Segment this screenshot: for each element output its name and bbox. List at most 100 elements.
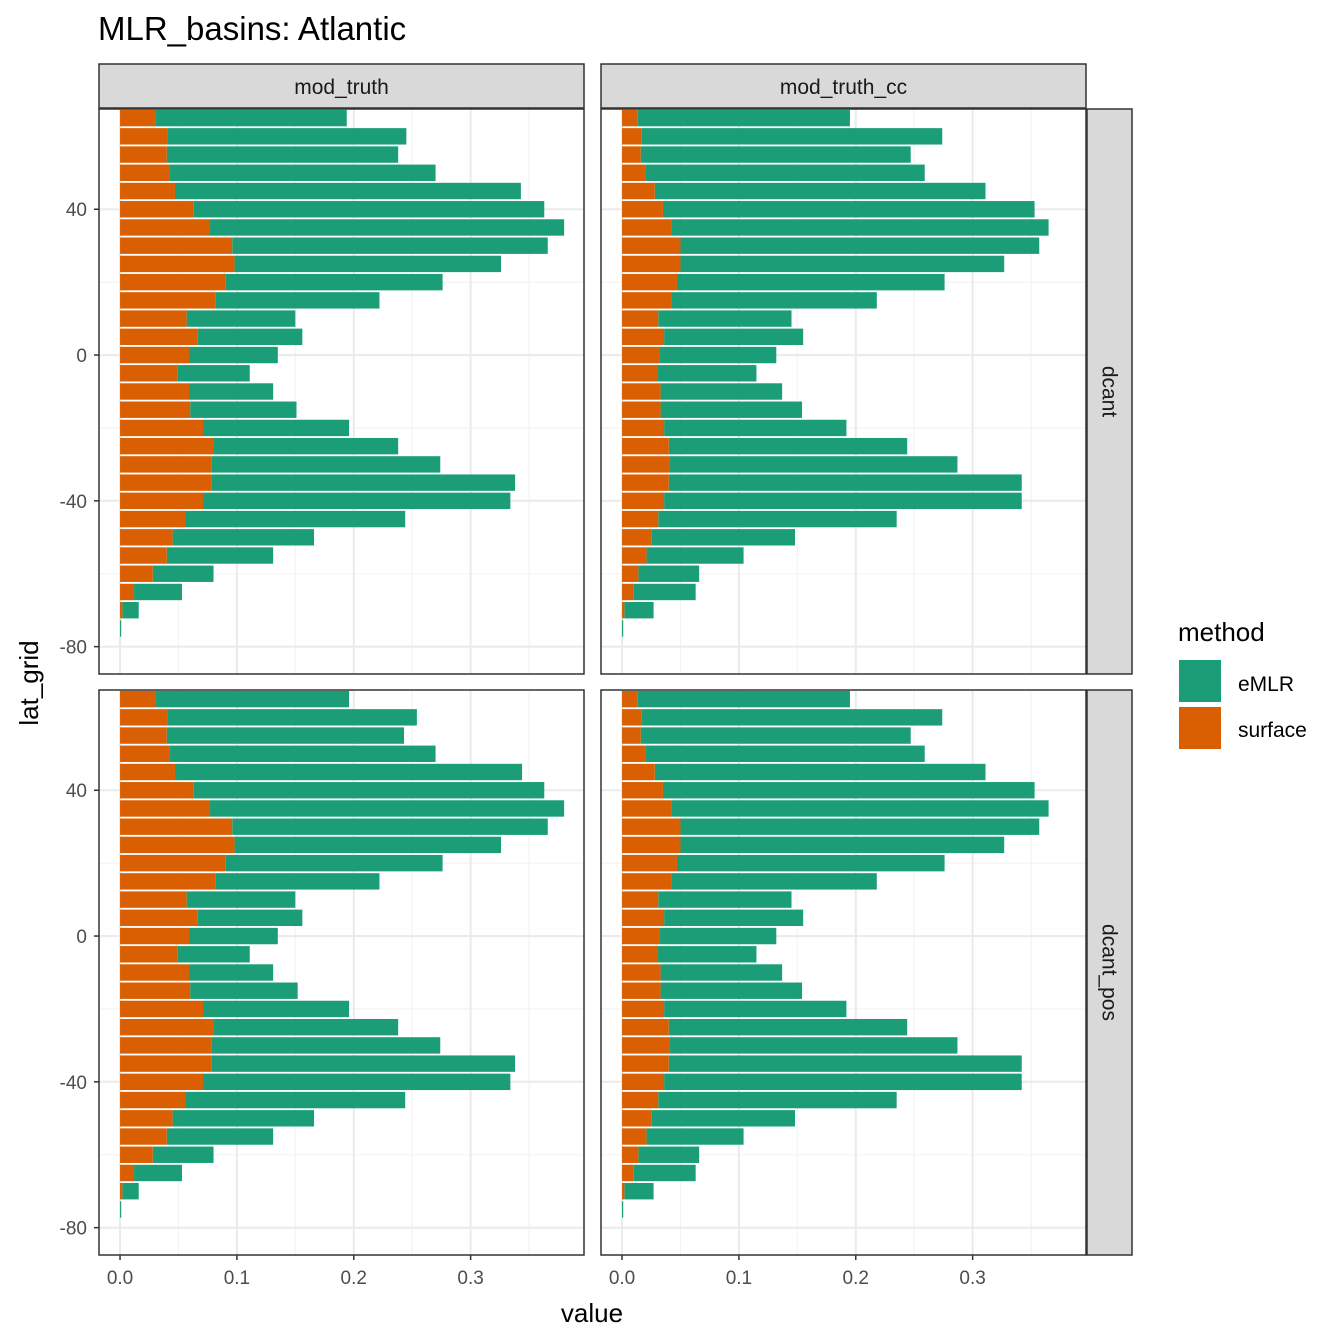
legend: method eMLR surface	[1178, 617, 1307, 749]
bar-emlr	[211, 1055, 516, 1072]
bar-surface	[120, 128, 168, 145]
bar-emlr	[658, 510, 897, 528]
bar-surface	[622, 547, 647, 564]
bar-surface	[120, 602, 123, 619]
bar-emlr	[676, 273, 945, 291]
bar-surface	[622, 529, 652, 546]
bar-emlr	[186, 310, 296, 327]
bar-surface	[622, 437, 669, 455]
bar-surface	[120, 182, 175, 200]
bar-emlr	[646, 1128, 744, 1145]
bar-emlr	[211, 456, 441, 473]
bar-emlr	[134, 1164, 182, 1182]
y-tick-label: -80	[60, 638, 87, 659]
facet-strip-row	[1086, 689, 1133, 1256]
bar-emlr	[660, 383, 783, 400]
bar-emlr	[654, 182, 986, 200]
bar-surface	[622, 836, 681, 854]
bar-surface	[120, 237, 233, 254]
bar-emlr	[651, 529, 795, 546]
bar-emlr	[640, 727, 911, 744]
bar-emlr	[177, 946, 250, 963]
x-axis-title: value	[561, 1298, 623, 1328]
bar-surface	[622, 255, 681, 273]
bar-surface	[120, 854, 226, 872]
bar-emlr	[658, 891, 792, 908]
bar-emlr	[234, 836, 502, 854]
bar-surface	[622, 365, 658, 382]
bar-emlr	[185, 510, 406, 528]
bar-surface	[120, 909, 198, 927]
bar-emlr	[676, 854, 945, 872]
bar-emlr	[658, 310, 792, 327]
bar-emlr	[215, 292, 380, 309]
bar-emlr	[166, 1128, 274, 1145]
bar-emlr	[624, 1183, 654, 1200]
bar-emlr	[658, 1091, 897, 1109]
bar-surface	[120, 727, 167, 744]
facet-strip-column-label: mod_truth	[294, 76, 389, 99]
bar-emlr	[190, 401, 297, 418]
bar-surface	[120, 946, 178, 963]
bar-surface	[622, 273, 677, 291]
bar-emlr	[664, 328, 804, 346]
bar-surface	[120, 1183, 123, 1200]
bar-surface	[622, 1037, 670, 1054]
bar-surface	[622, 456, 670, 473]
bar-surface	[622, 1128, 647, 1145]
bar-emlr	[646, 547, 744, 564]
bar-surface	[622, 1018, 669, 1036]
bar-surface	[622, 763, 655, 781]
bar-emlr	[664, 419, 847, 437]
y-tick-label: -80	[60, 1219, 87, 1240]
bar-surface	[120, 763, 175, 781]
bar-surface	[622, 602, 625, 619]
bar-emlr	[167, 709, 417, 726]
bar-emlr	[155, 109, 347, 127]
bar-surface	[622, 1073, 665, 1091]
panel-mod_truth-dcant: -80 -40 0 40	[60, 108, 585, 675]
bar-surface	[120, 836, 235, 854]
facet-strip-row	[1086, 108, 1133, 675]
bar-surface	[120, 109, 156, 127]
y-tick-label: 0	[76, 927, 87, 948]
bar-emlr	[177, 365, 250, 382]
bar-surface	[622, 164, 646, 181]
bar-surface	[622, 219, 672, 236]
bar-surface	[622, 346, 660, 364]
bar-surface	[120, 690, 156, 708]
x-tick-label: 0.3	[457, 1268, 483, 1289]
bar-emlr	[662, 201, 1035, 218]
bar-surface	[622, 109, 638, 127]
bar-emlr	[668, 1018, 908, 1036]
bar-surface	[622, 1000, 665, 1018]
x-tick-label: 0.0	[107, 1268, 133, 1289]
bar-emlr	[660, 401, 803, 418]
bar-surface	[120, 547, 167, 564]
bar-emlr	[210, 219, 565, 236]
bar-emlr	[215, 873, 380, 890]
bar-surface	[120, 1037, 212, 1054]
bar-surface	[120, 328, 198, 346]
bar-surface	[120, 510, 186, 528]
bar-emlr	[654, 763, 986, 781]
bar-emlr	[172, 1110, 315, 1127]
bar-emlr	[668, 437, 908, 455]
bar-emlr	[637, 690, 850, 708]
bar-surface	[120, 709, 168, 726]
bar-emlr	[671, 873, 877, 890]
bar-emlr	[680, 237, 1040, 254]
bar-surface	[120, 437, 214, 455]
bar-emlr	[657, 365, 757, 382]
bar-surface	[120, 1164, 135, 1182]
bar-emlr	[211, 1037, 441, 1054]
bar-emlr	[197, 328, 303, 346]
bar-emlr	[188, 383, 274, 400]
bar-emlr	[225, 273, 443, 291]
bar-emlr	[174, 182, 521, 200]
bar-emlr	[193, 782, 545, 799]
bar-emlr	[633, 1164, 696, 1182]
bar-surface	[120, 219, 211, 236]
bar-surface	[120, 273, 226, 291]
